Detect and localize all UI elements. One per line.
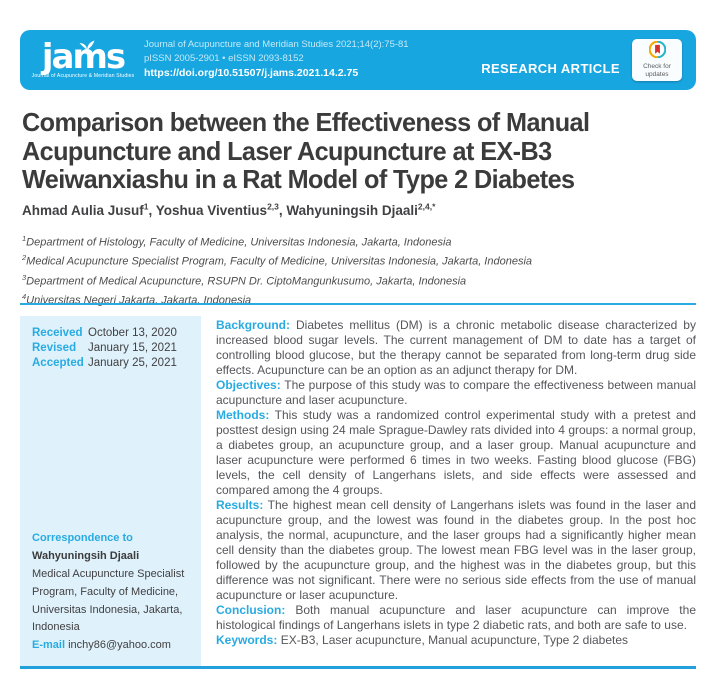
doi-link[interactable]: https://doi.org/10.51507/j.jams.2021.14.… [144,67,359,80]
correspondence-email-row: E-mail inchy86@yahoo.com [32,637,189,655]
affiliation-1: 1Department of Histology, Faculty of Med… [22,234,452,249]
accepted-label: Accepted [32,357,84,369]
abstract-text: Background: Diabetes mellitus (DM) is a … [216,318,696,666]
revised-date: January 15, 2021 [88,342,177,354]
affiliation-list: 1Department of Histology, Faculty of Med… [22,233,532,310]
abstract-results: Results: The highest mean cell density o… [216,498,696,602]
author-list: Ahmad Aulia Jusuf1, Yoshua Viventius2,3,… [22,201,435,218]
journal-citation: Journal of Acupuncture and Meridian Stud… [144,38,409,50]
article-type-label: RESEARCH ARTICLE [481,60,620,76]
journal-issn: pISSN 2005-2901 • eISSN 2093-8152 [144,53,304,65]
received-row: Received October 13, 2020 [32,327,189,339]
abstract-objectives: Objectives: The purpose of this study wa… [216,378,697,407]
correspondence-name: Wahyuningsih Djaali [32,550,140,563]
email-label: E-mail [32,639,66,652]
title-line-1: Comparison between the Effectiveness of … [22,107,590,137]
received-label: Received [32,327,83,339]
affiliation-2: 2Medical Acupuncture Specialist Program,… [22,253,533,268]
author-2: Yoshua Viventius2,3, [155,201,287,218]
crossmark-icon [648,40,666,63]
keywords-list: EX-B3, Laser acupuncture, Manual acupunc… [280,633,629,647]
received-date: October 13, 2020 [88,327,177,339]
abstract-section: Received October 13, 2020 Revised Januar… [20,303,696,669]
jams-logo: jams Journal of Acupuncture & Meridian S… [31,40,135,80]
accepted-date: January 25, 2021 [88,357,177,369]
abstract-methods: Methods: This study was a randomized con… [216,408,696,497]
check-updates-label: Check for updates [643,63,671,78]
email-address[interactable]: inchy86@yahoo.com [68,639,171,652]
journal-header-bar: jams Journal of Acupuncture & Meridian S… [20,30,696,90]
logo-tagline: Journal of Acupuncture & Meridian Studie… [31,73,135,80]
article-history: Received October 13, 2020 Revised Januar… [32,327,189,372]
article-info-panel: Received October 13, 2020 Revised Januar… [20,316,201,666]
title-line-3: Weiwanxiashu in a Rat Model of Type 2 Di… [22,164,575,195]
affiliation-3: 3Department of Medical Acupuncture, RSUP… [22,272,467,288]
journal-citation-block: Journal of Acupuncture and Meridian Stud… [144,38,409,82]
correspondence-address: Medical Acupuncture Specialist Program, … [32,567,185,634]
accepted-row: Accepted January 25, 2021 [32,357,189,369]
abstract-conclusion: Conclusion: Both manual acupuncture and … [216,603,696,632]
keywords-row: Keywords: EX-B3, Laser acupuncture, Manu… [216,633,629,647]
title-line-2: Acupuncture and Laser Acupuncture at EX-… [22,135,552,166]
sprout-icon [79,37,95,55]
author-3: Wahyuningsih Djaali2,4,* [286,201,436,218]
abstract-background: Background: Diabetes mellitus (DM) is a … [216,318,696,377]
article-title: Comparison between the Effectiveness of … [22,108,691,194]
correspondence-block: Correspondence to Wahyuningsih Djaali Me… [32,530,189,655]
check-updates-badge[interactable]: Check for updates [632,39,682,81]
author-1: Ahmad Aulia Jusuf1, [22,201,156,218]
correspondence-heading: Correspondence to [32,532,133,545]
revised-row: Revised January 15, 2021 [32,342,189,354]
revised-label: Revised [32,342,77,354]
